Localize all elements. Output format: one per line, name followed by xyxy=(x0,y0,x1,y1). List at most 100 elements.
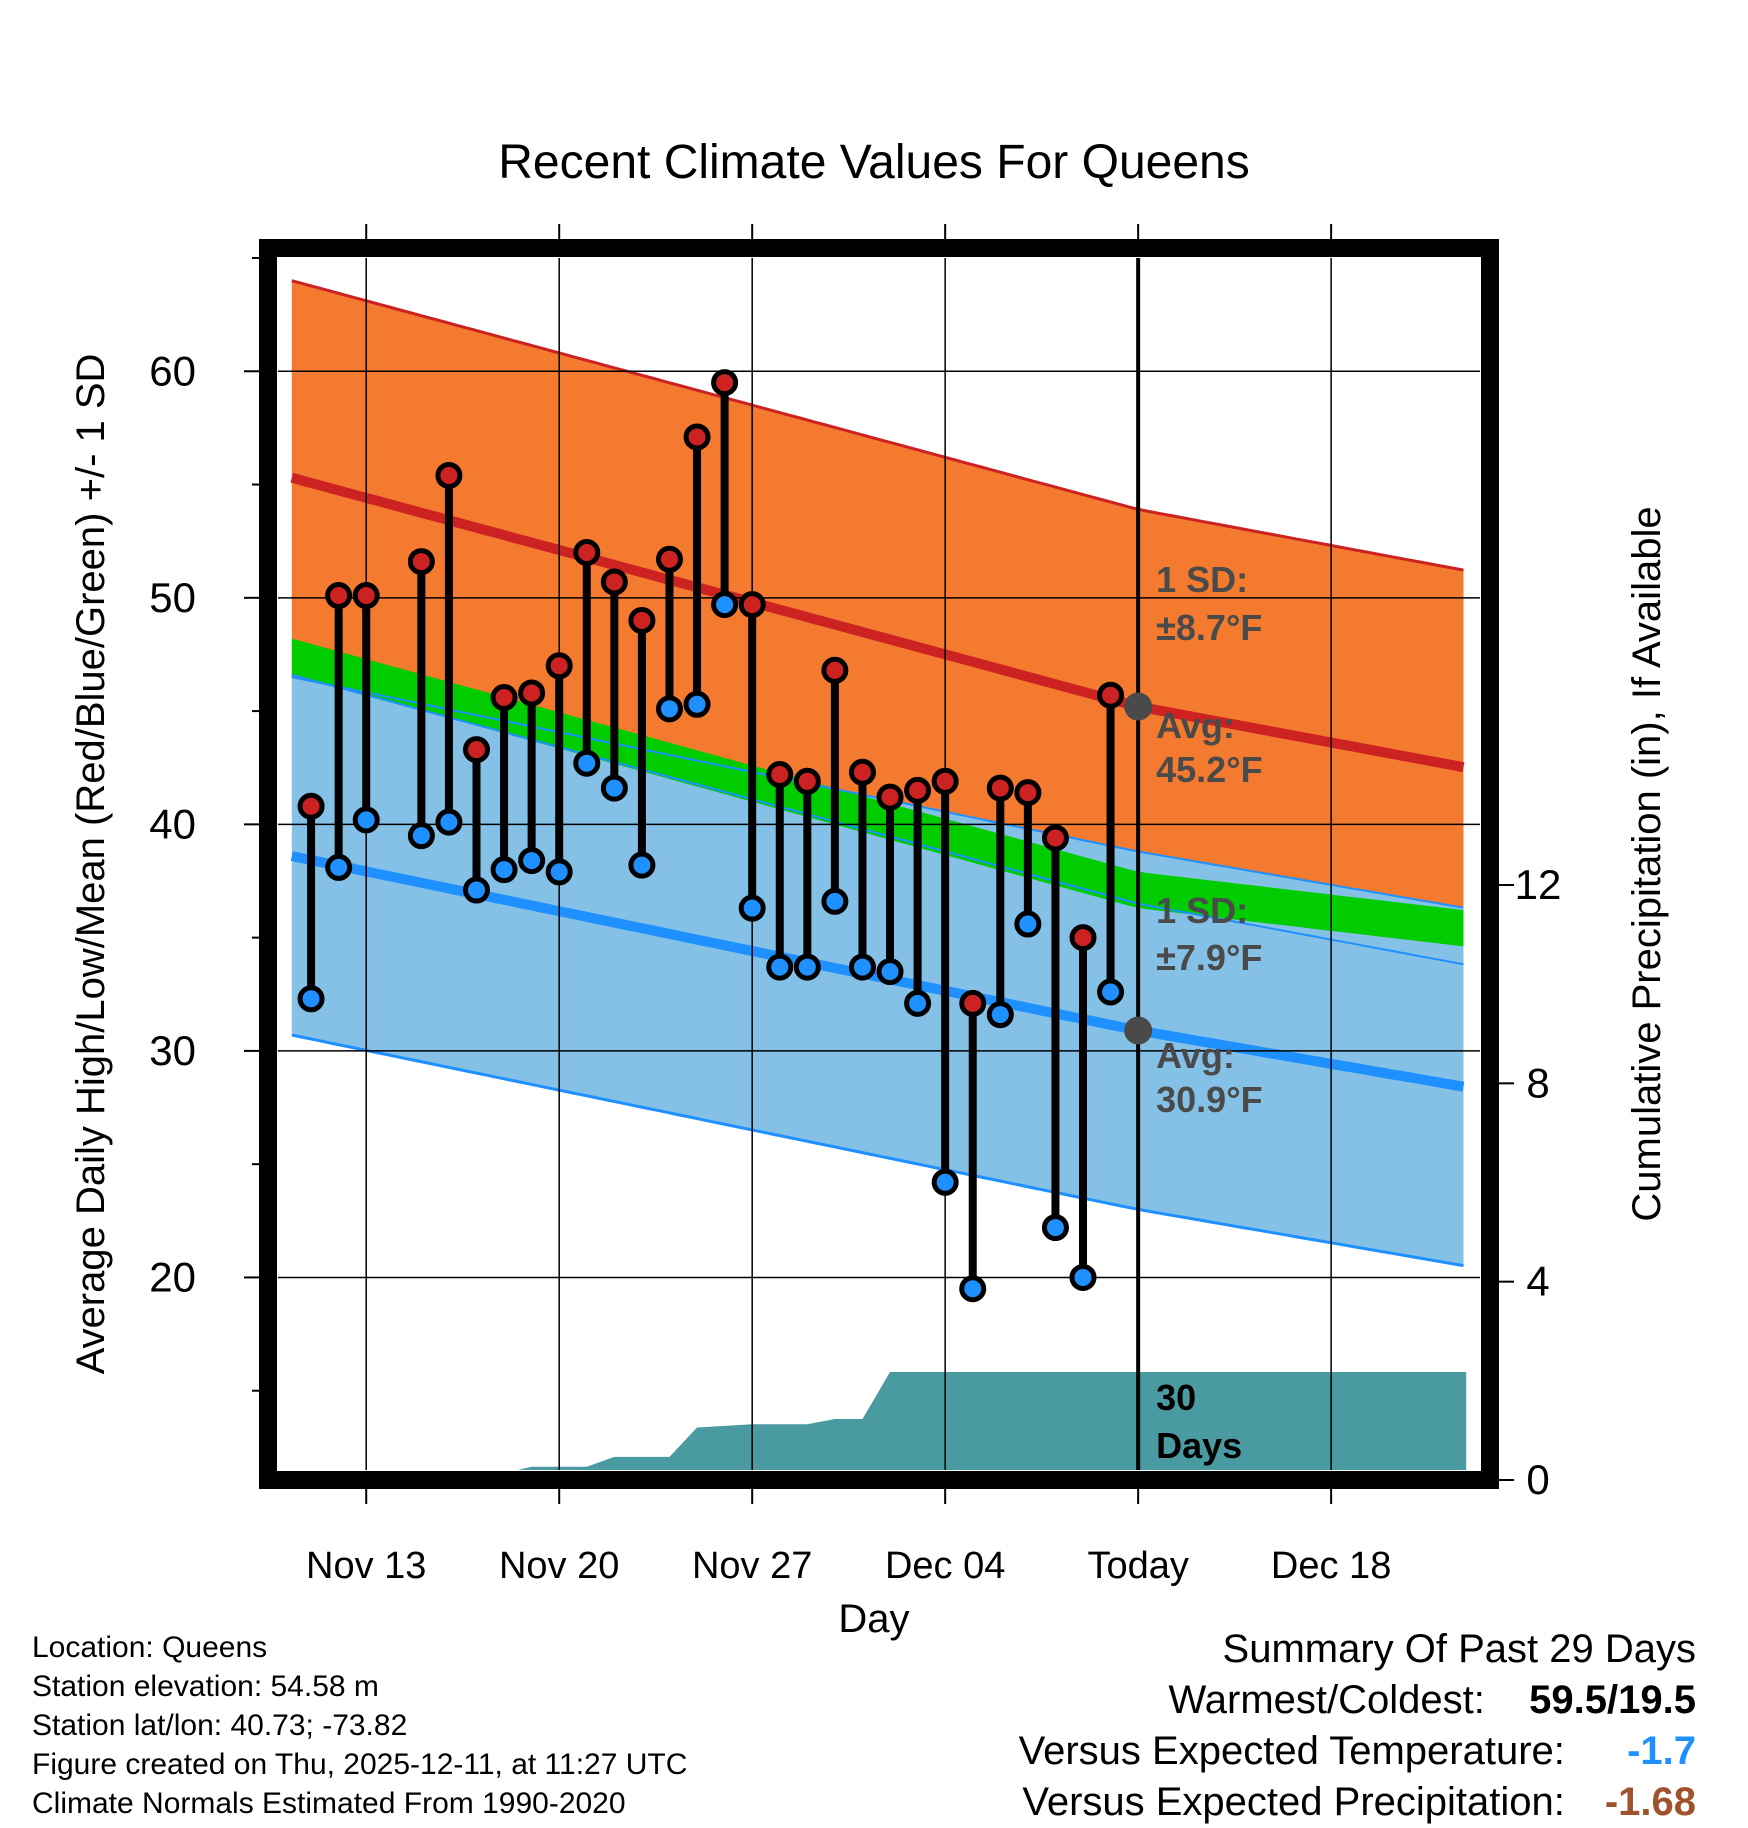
daily-high-point xyxy=(766,761,794,789)
daily-high-point xyxy=(711,369,739,397)
daily-low-point xyxy=(711,591,739,619)
mean-band xyxy=(291,638,1464,947)
y2-tick-label: 8 xyxy=(1526,1059,1549,1106)
station-info: Location: Queens Station elevation: 54.5… xyxy=(32,1628,687,1823)
y-axis-label: Average Daily High/Low/Mean (Red/Blue/Gr… xyxy=(69,354,113,1375)
summary-title: Summary Of Past 29 Days xyxy=(1222,1627,1696,1671)
latlon-text: Station lat/lon: 40.73; -73.82 xyxy=(32,1709,408,1742)
daily-low-point xyxy=(352,806,380,834)
y2-tick-label: 4 xyxy=(1526,1258,1549,1305)
warmest-value: 59.5/19.5 xyxy=(1529,1678,1696,1722)
daily-high-point xyxy=(683,423,711,451)
daily-high-point xyxy=(876,783,904,811)
daily-low-point xyxy=(876,958,904,986)
daily-high-point xyxy=(931,767,959,795)
daily-low-point xyxy=(959,1275,987,1303)
x-tick-label: Nov 13 xyxy=(306,1545,426,1587)
created-text: Figure created on Thu, 2025-12-11, at 11… xyxy=(32,1748,688,1781)
warmest-label: Warmest/Coldest: xyxy=(1168,1678,1485,1722)
daily-low-point xyxy=(325,853,353,881)
daily-low-point xyxy=(683,690,711,718)
daily-high-point xyxy=(655,545,683,573)
precip-area xyxy=(291,1372,1467,1470)
daily-low-point xyxy=(986,1001,1014,1029)
y-tick-label: 20 xyxy=(149,1253,196,1300)
y2-axis-label: Cumulative Precipitation (in), If Availa… xyxy=(1625,506,1669,1221)
daily-low-point xyxy=(1097,978,1125,1006)
temp-label: Versus Expected Temperature: xyxy=(1018,1729,1565,1773)
x-tick-label: Dec 18 xyxy=(1271,1545,1391,1587)
chart-title: Recent Climate Values For Queens xyxy=(498,136,1249,189)
daily-high-point xyxy=(435,461,463,489)
daily-high-point xyxy=(738,591,766,619)
daily-high-point xyxy=(325,582,353,610)
daily-high-point xyxy=(1069,924,1097,952)
daily-high-point xyxy=(628,606,656,634)
precip-value: -1.68 xyxy=(1604,1780,1696,1824)
high-sd-band xyxy=(291,280,1464,965)
y-tick-label: 60 xyxy=(149,347,196,394)
summary-panel: Summary Of Past 29 Days Warmest/Coldest:… xyxy=(1019,1624,1696,1828)
daily-low-point xyxy=(407,822,435,850)
daily-high-point xyxy=(848,758,876,786)
daily-low-point xyxy=(738,894,766,922)
summary-temp-row: Versus Expected Temperature: -1.7 xyxy=(1019,1726,1696,1777)
daily-high-point xyxy=(297,792,325,820)
daily-high-point xyxy=(407,548,435,576)
daily-low-point xyxy=(1069,1263,1097,1291)
x-tick-label: Nov 27 xyxy=(692,1545,812,1587)
daily-high-point xyxy=(352,582,380,610)
high-avg-line xyxy=(290,472,1465,773)
daily-high-point xyxy=(490,683,518,711)
x-tick-label: Nov 20 xyxy=(499,1545,619,1587)
daily-high-point xyxy=(573,539,601,567)
daily-high-point xyxy=(1014,779,1042,807)
low-sd-lower-line xyxy=(291,1033,1464,1268)
low-avg-label: Avg: xyxy=(1156,1035,1235,1076)
daily-low-point xyxy=(297,985,325,1013)
y-tick-label: 30 xyxy=(149,1027,196,1074)
today-high-avg-marker xyxy=(1124,692,1153,721)
daily-low-point xyxy=(1041,1214,1069,1242)
daily-low-point xyxy=(766,953,794,981)
daily-high-point xyxy=(1097,681,1125,709)
daily-high-point xyxy=(518,679,546,707)
x-axis-label: Day xyxy=(838,1597,909,1641)
daily-high-point xyxy=(904,776,932,804)
x-tick-label: Today xyxy=(1087,1545,1188,1587)
daily-high-point xyxy=(821,656,849,684)
daily-low-point xyxy=(931,1168,959,1196)
temp-value: -1.7 xyxy=(1627,1729,1696,1773)
daily-low-point xyxy=(1014,910,1042,938)
days-label-count: 30 xyxy=(1156,1377,1196,1418)
daily-high-point xyxy=(793,767,821,795)
low-sd-label: 1 SD: xyxy=(1156,890,1248,931)
daily-high-point xyxy=(600,568,628,596)
daily-low-point xyxy=(462,876,490,904)
daily-low-point xyxy=(573,749,601,777)
y-tick-label: 40 xyxy=(149,800,196,847)
x-tick-label: Dec 04 xyxy=(885,1545,1005,1587)
daily-high-point xyxy=(986,774,1014,802)
daily-low-point xyxy=(490,856,518,884)
low-avg-value: 30.9°F xyxy=(1156,1079,1262,1120)
daily-high-point xyxy=(959,989,987,1017)
today-low-avg-marker xyxy=(1124,1016,1153,1045)
high-avg-label: Avg: xyxy=(1156,705,1235,746)
daily-low-point xyxy=(821,887,849,915)
high-sd-lower-line xyxy=(291,673,1464,966)
daily-low-point xyxy=(545,858,573,886)
daily-high-point xyxy=(462,736,490,764)
high-sd-value: ±8.7°F xyxy=(1156,607,1262,648)
high-avg-value: 45.2°F xyxy=(1156,749,1262,790)
daily-low-point xyxy=(655,695,683,723)
daily-low-point xyxy=(600,774,628,802)
normals-text: Climate Normals Estimated From 1990-2020 xyxy=(32,1787,626,1820)
low-sd-value: ±7.9°F xyxy=(1156,937,1262,978)
summary-precip-row: Versus Expected Precipitation: -1.68 xyxy=(1019,1777,1696,1828)
daily-low-point xyxy=(628,851,656,879)
location-text: Location: Queens xyxy=(32,1631,268,1664)
